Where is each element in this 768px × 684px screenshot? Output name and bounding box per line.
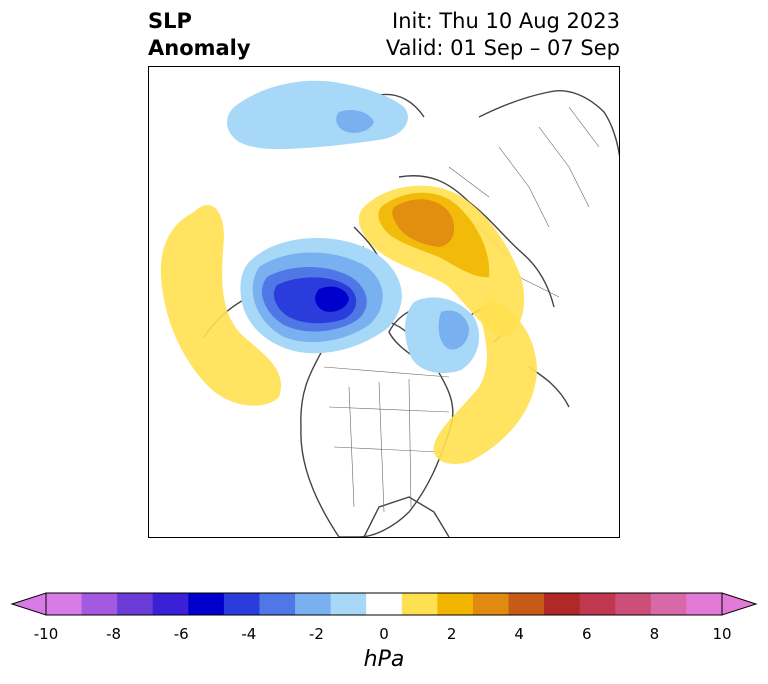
colorbar-tick-label: 10 xyxy=(712,625,732,643)
negative-anomalies xyxy=(227,80,480,374)
colorbar: -10 -8 -6 -4 -2 0 2 4 6 8 10 hPa xyxy=(0,585,768,684)
greenland-low-2 xyxy=(438,310,469,350)
europe-low-2 xyxy=(336,110,374,133)
valid-range: Valid: 01 Sep – 07 Sep xyxy=(385,36,620,60)
colorbar-segment xyxy=(579,593,616,615)
colorbar-tick-label: 2 xyxy=(446,625,457,643)
colorbar-tick-label: -4 xyxy=(241,625,257,643)
colorbar-tick-label: 8 xyxy=(649,625,660,643)
colorbar-segment xyxy=(188,593,225,615)
colorbar-segment xyxy=(508,593,545,615)
forecast-info: Init: Thu 10 Aug 2023 Valid: 01 Sep – 07… xyxy=(386,8,620,62)
colorbar-tick-label: 4 xyxy=(514,625,524,643)
chart-title: SLP Anomaly xyxy=(148,8,251,62)
colorbar-tick-label: -10 xyxy=(33,625,59,643)
colorbar-segment xyxy=(615,593,652,615)
siberia-high-core xyxy=(392,199,455,247)
colorbar-extend-low xyxy=(10,592,47,616)
colorbar-tick-label: -8 xyxy=(106,625,122,643)
colorbar-segment xyxy=(544,593,581,615)
colorbar-segment xyxy=(686,593,723,615)
colorbar-segment xyxy=(152,593,189,615)
colorbar-extend-high xyxy=(721,592,758,616)
anomaly-map xyxy=(160,80,619,537)
title-line-1: SLP xyxy=(148,9,192,33)
positive-anomalies xyxy=(160,185,537,464)
map-panel xyxy=(148,66,620,538)
init-date: Init: Thu 10 Aug 2023 xyxy=(392,9,620,33)
colorbar-segment xyxy=(437,593,474,615)
colorbar-segment xyxy=(472,593,510,615)
colorbar-segment xyxy=(259,593,296,615)
colorbar-tick-label: -6 xyxy=(173,625,189,643)
arctic-low-core xyxy=(315,286,349,312)
europe-low-outer xyxy=(227,80,408,150)
colorbar-segment xyxy=(295,593,332,615)
colorbar-segment xyxy=(81,593,118,615)
colorbar-segment xyxy=(401,593,438,615)
atlantic-high xyxy=(433,297,537,464)
colorbar-segment xyxy=(330,593,367,615)
colorbar-border xyxy=(45,592,723,616)
colorbar-tick-label: 0 xyxy=(379,625,389,643)
colorbar-segment xyxy=(650,593,687,615)
colorbar-tick-label: -2 xyxy=(308,625,324,643)
title-line-2: Anomaly xyxy=(148,36,251,60)
colorbar-segment xyxy=(117,593,154,615)
pacific-high xyxy=(160,205,281,406)
colorbar-tick-label: 6 xyxy=(582,625,592,643)
colorbar-unit-label: hPa xyxy=(363,647,405,672)
colorbar-segment xyxy=(223,593,260,615)
colorbar-segment xyxy=(46,593,83,615)
colorbar-bar xyxy=(10,592,758,616)
colorbar-segment xyxy=(366,593,403,615)
